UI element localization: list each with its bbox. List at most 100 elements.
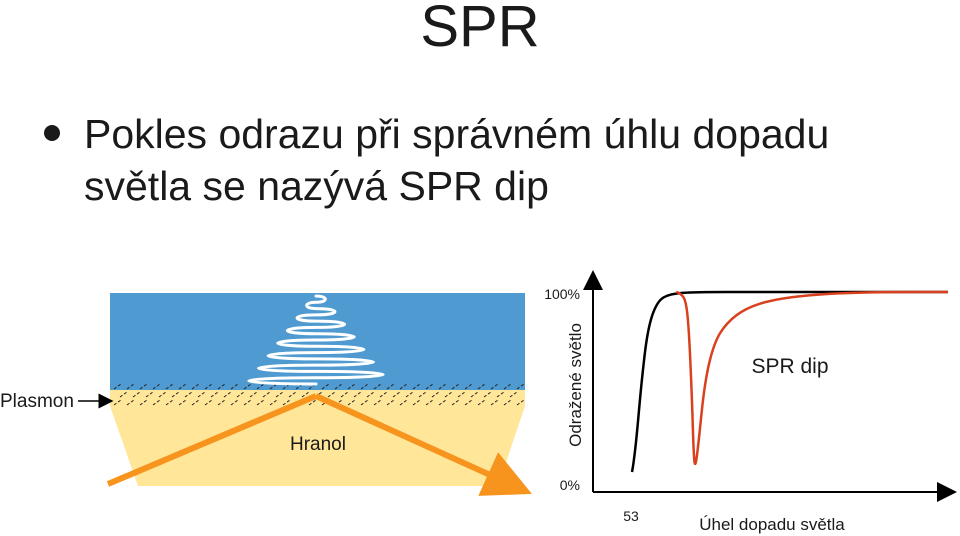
plasmon-dash	[145, 391, 154, 398]
bullet-text: Pokles odrazu při správném úhlu dopadu s…	[84, 111, 830, 209]
plasmon-dash	[470, 391, 479, 398]
plasmon-dash	[373, 399, 382, 406]
prism-label: Hranol	[290, 434, 346, 455]
plasmon-label: Plasmon	[0, 391, 74, 412]
plasmon-dash	[347, 399, 356, 406]
plasmon-dash	[217, 383, 226, 390]
plasmon-dash	[178, 383, 187, 390]
plasmon-dash	[431, 391, 440, 398]
plasmon-dash	[178, 399, 187, 406]
plasmon-dash	[399, 399, 408, 406]
plasmon-dash	[308, 399, 317, 406]
plasmon-dash	[503, 399, 512, 406]
plasmon-dash	[496, 391, 505, 398]
plasmon-dash	[509, 391, 518, 398]
plasmon-dash	[230, 383, 239, 390]
plasmon-dash	[249, 391, 258, 398]
plasmon-dash	[165, 399, 174, 406]
x-tick-53: 53	[623, 508, 639, 524]
plasmon-dash	[366, 391, 375, 398]
plasmon-dash	[516, 383, 525, 390]
incident-light-beam	[106, 393, 318, 487]
plasmon-dash	[347, 383, 356, 390]
plasmon-dash	[210, 391, 219, 398]
plasmon-dash	[288, 391, 297, 398]
plasmon-dash	[412, 399, 421, 406]
plasmon-dash	[399, 383, 408, 390]
bullet-list: Pokles odrazu při správném úhlu dopadu s…	[44, 108, 884, 212]
plasmon-dash	[516, 399, 525, 406]
plasmon-dash	[425, 399, 434, 406]
plasmon-dash	[327, 391, 336, 398]
plasmon-dash	[275, 391, 284, 398]
spr-chart: 100% 0% Odražené světlo 53 Úhel dopadu s…	[544, 270, 957, 534]
plasmon-dash	[386, 399, 395, 406]
plasmon-dash	[373, 383, 382, 390]
plasmon-dash	[113, 399, 122, 406]
plasmon-dash	[444, 391, 453, 398]
series-line-red	[675, 290, 948, 466]
plasmon-dash	[269, 399, 278, 406]
plasmon-dash	[217, 399, 226, 406]
plasmon-dash	[256, 383, 265, 390]
plasmon-dash	[243, 399, 252, 406]
plasmon-dash	[451, 399, 460, 406]
plasmon-dash	[379, 391, 388, 398]
plasmon-dash	[301, 391, 310, 398]
y-tick-100: 100%	[544, 286, 580, 302]
plasmon-dash	[392, 391, 401, 398]
plasmon-dash	[223, 391, 232, 398]
plasmon-dash	[360, 383, 369, 390]
plasmon-dash	[197, 391, 206, 398]
plasmon-dash	[451, 383, 460, 390]
series-line-black	[630, 290, 948, 473]
plasmon-dash	[425, 383, 434, 390]
plasmon-dash	[191, 399, 200, 406]
plasmon-dash	[171, 391, 180, 398]
plasmon-dash	[353, 391, 362, 398]
spr-dip-annotation: SPR dip	[751, 355, 828, 378]
plasmon-dash	[119, 391, 128, 398]
plasmon-dash	[334, 383, 343, 390]
plasmon-dash	[184, 391, 193, 398]
bullet-dot-icon	[44, 125, 60, 141]
plasmon-dash	[412, 383, 421, 390]
plasmon-dash	[139, 383, 148, 390]
plasmon-dash	[321, 383, 330, 390]
plasmon-dash	[126, 399, 135, 406]
plasmon-dash	[477, 399, 486, 406]
plasmon-dash	[340, 391, 349, 398]
plasmon-dash	[158, 391, 167, 398]
plasmon-dash	[490, 399, 499, 406]
prism-body	[110, 390, 525, 486]
plasmon-dash	[256, 399, 265, 406]
plasmon-dash	[230, 399, 239, 406]
prism-schematic: Plasmon Hranol	[0, 293, 532, 496]
plasmon-dash	[126, 383, 135, 390]
plasmon-dash	[438, 383, 447, 390]
plasmon-dash	[418, 391, 427, 398]
y-axis-label: Odražené světlo	[566, 323, 585, 447]
plasmon-dash	[490, 383, 499, 390]
plasmon-dash	[360, 399, 369, 406]
evanescent-wave	[247, 294, 385, 386]
plasmon-dash	[113, 383, 122, 390]
plasmon-dash	[262, 391, 271, 398]
plasmon-dash	[503, 383, 512, 390]
plasmon-dash	[477, 383, 486, 390]
plasmon-dash	[405, 391, 414, 398]
plasmon-dash	[236, 391, 245, 398]
bullet-item: Pokles odrazu při správném úhlu dopadu s…	[44, 108, 884, 212]
plasmon-dash	[464, 399, 473, 406]
plasmon-dash	[152, 383, 161, 390]
plasmon-dash	[386, 383, 395, 390]
plasmon-dash	[438, 399, 447, 406]
reflected-light-beam	[314, 393, 532, 496]
plasmon-dash	[204, 399, 213, 406]
plasmon-dash	[464, 383, 473, 390]
x-axis-label: Úhel dopadu světla	[699, 515, 845, 534]
plasmon-dash	[165, 383, 174, 390]
plasmon-dash	[282, 399, 291, 406]
plasmon-dash	[483, 391, 492, 398]
